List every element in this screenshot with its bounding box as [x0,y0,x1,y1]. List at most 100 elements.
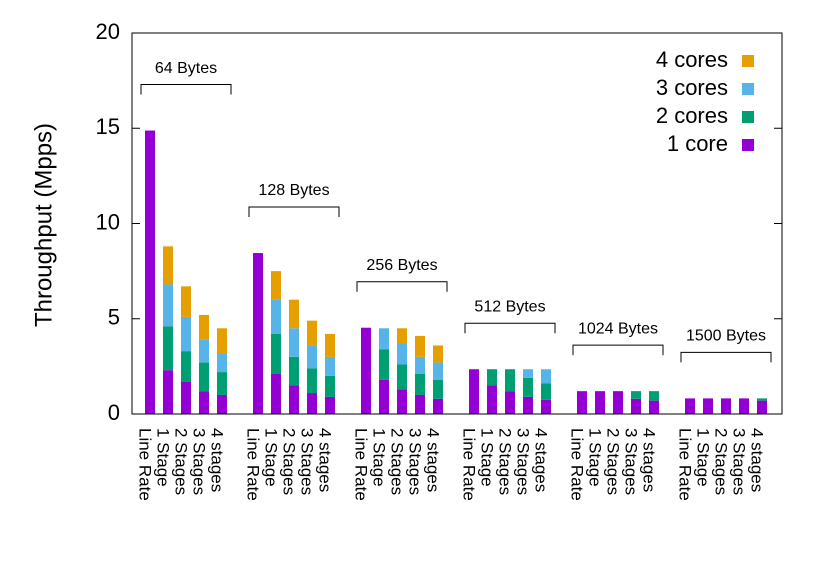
bar-segment [523,377,533,397]
bar-segment [379,328,389,350]
x-tick-label: Line Rate [460,428,479,501]
bar-segment [397,389,407,414]
bar-segment [685,398,695,414]
bar-segment [523,369,533,378]
x-tick-label: 4 stages [316,428,335,492]
x-tick-label: 4 stages [208,428,227,492]
bar-segment [631,398,641,414]
bar-segment [217,353,227,373]
bar-segment [541,399,551,414]
bar-segment [307,393,317,414]
x-tick-label: 3 Stages [622,428,641,495]
bar-segment [433,345,443,363]
bar-segment [739,398,749,414]
bar-segment [505,369,515,392]
bar-segment [433,362,443,380]
x-tick-label: 1 Stage [262,428,281,487]
x-tick-label: 3 Stages [730,428,749,495]
bar-segment [361,327,371,414]
x-tick-label: Line Rate [352,428,371,501]
bar-segment [649,391,659,401]
bar-segment [217,394,227,414]
group-label: 64 Bytes [155,60,217,77]
bar-segment [145,130,155,414]
x-tick-label: 1 Stage [154,428,173,487]
x-tick-label: 2 Stages [280,428,299,495]
bar-segment [721,398,731,414]
x-tick-label: 1 Stage [586,428,605,487]
legend-swatch [742,139,754,151]
bar-segment [325,356,335,376]
bar-segment [325,396,335,414]
group-label: 256 Bytes [366,257,437,274]
x-tick-label: 2 Stages [496,428,515,495]
group-bracket [464,322,556,334]
group-bracket [356,281,448,292]
bar-segment [199,362,209,392]
bar-segment [307,320,317,346]
bar-segment [595,391,605,414]
group-bracket [572,344,664,356]
bar-segment [397,328,407,344]
legend-label: 2 cores [656,103,728,128]
legend-label: 1 core [667,131,728,156]
bar-segment [379,349,389,380]
bar-segment [541,369,551,384]
legend-swatch [742,55,754,67]
bar-segment [199,314,209,340]
x-tick-label: Line Rate [136,428,155,501]
bar-segment [757,398,767,401]
bar-segment [199,391,209,414]
x-tick-label: Line Rate [676,428,695,501]
bar-segment [397,343,407,365]
bar-segment [613,391,623,414]
bar-segment [271,271,281,300]
bar-segment [415,356,425,374]
group-bracket [140,84,232,95]
bar-segment [181,286,191,317]
bar-segment [523,396,533,414]
bar-segment [271,299,281,334]
bar-segment [199,339,209,363]
y-tick-label: 10 [96,209,120,234]
bar-segment [181,381,191,414]
bar-segment [487,385,497,414]
bar-segment [307,368,317,394]
bar-segment [271,373,281,414]
bar-segment [469,369,479,414]
group-bracket [680,351,772,363]
bar-segment [487,369,497,386]
bar-segment [289,356,299,386]
bar-segment [289,328,299,357]
bar-segment [289,299,299,329]
bar-segment [415,373,425,395]
bar-segment [397,364,407,390]
y-tick-label: 5 [108,305,120,330]
legend-swatch [742,83,754,95]
bar-segment [379,379,389,414]
bar-segment [325,375,335,397]
bar-segment [541,383,551,400]
legend-label: 4 cores [656,47,728,72]
bar-segment [325,333,335,357]
x-tick-label: 3 Stages [298,428,317,495]
x-tick-label: Line Rate [244,428,263,501]
group-bracket [248,206,340,218]
x-tick-label: Line Rate [568,428,587,501]
y-axis-label: Throughput (Mpps) [30,123,57,327]
bar-segment [433,398,443,414]
bar-segment [577,391,587,414]
y-tick-label: 20 [96,19,120,44]
x-tick-label: 2 Stages [604,428,623,495]
x-tick-label: 3 Stages [406,428,425,495]
bar-segment [217,372,227,395]
bar-segment [415,335,425,357]
x-tick-label: 3 Stages [514,428,533,495]
bar-segment [181,316,191,352]
bar-segment [415,394,425,414]
x-tick-label: 4 stages [748,428,767,492]
x-tick-label: 4 stages [640,428,659,492]
x-tick-label: 1 Stage [478,428,497,487]
legend-label: 3 cores [656,75,728,100]
